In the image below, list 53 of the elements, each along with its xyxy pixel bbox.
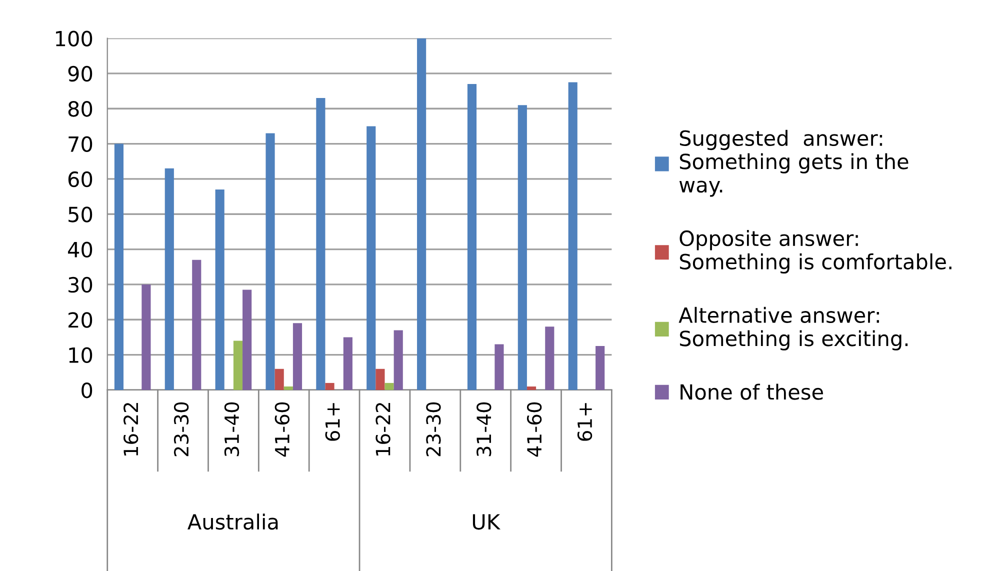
bar [467,84,477,390]
bar [192,260,202,390]
x-tick-label: 16-22 [124,403,138,456]
legend-label: None of these [680,384,823,400]
bar [596,346,605,390]
bar [568,82,578,390]
x-tick-label: 41-60 [274,402,290,457]
y-tick-label: 90 [68,66,92,82]
bar [274,368,284,390]
x-tick-label: 61+ [577,403,592,441]
y-tick-label: 50 [68,206,92,222]
y-tick-label: 30 [68,276,92,293]
x-tick-label: 23-30 [174,402,189,456]
y-tick-label: 70 [68,136,92,152]
legend-label: Opposite answer: Something is comfortable. [680,230,952,274]
bar [292,323,302,390]
bar [376,368,385,390]
bar [266,133,275,390]
bar [284,386,293,390]
y-tick-label: 100 [56,30,92,46]
bar [366,126,376,390]
bar [164,168,174,390]
bar [215,190,224,390]
bar [494,344,504,390]
x-tick-label: 31-40 [224,402,240,456]
bar [384,382,394,390]
bar [526,386,536,390]
bar [518,105,527,390]
x-tick-label: 61+ [325,403,340,441]
legend-label: Suggested answer: Something gets in the way. [679,130,908,197]
x-tick-label: 23-30 [426,402,441,456]
bar [394,330,403,390]
bar [417,38,426,390]
x-tick-label: 31-40 [476,402,492,456]
bar [114,144,124,390]
y-tick-label: 20 [68,312,92,328]
y-tick-label: 80 [68,101,92,117]
x-tick-label: 16-22 [376,403,390,456]
bar [343,337,352,390]
y-tick-label: 10 [69,347,92,364]
bar [142,284,151,390]
text: Australia [188,514,278,530]
bar [233,340,243,390]
text: UK [472,514,500,530]
legend-label: Alternative answer: Something is exciting. [678,306,908,350]
x-tick-label: 41-60 [526,402,542,457]
y-tick-label: 0 [82,382,92,398]
bar [325,382,334,390]
bar [545,326,554,390]
bar [242,290,252,390]
bar [316,98,326,390]
y-tick-label: 40 [68,242,92,258]
y-tick-label: 60 [68,171,92,188]
